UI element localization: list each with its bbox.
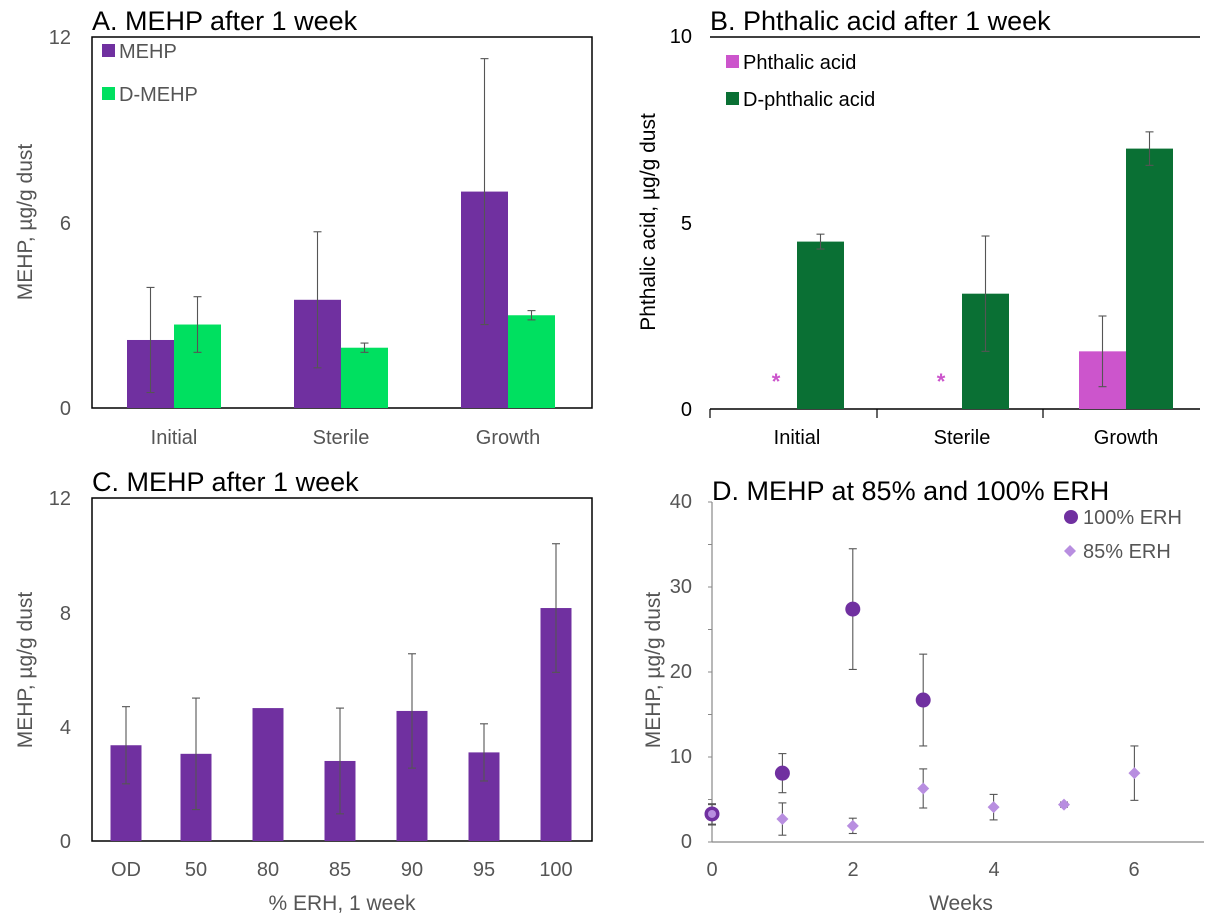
not-detected-asterisk: * — [937, 369, 946, 394]
panel-a-title: A. MEHP after 1 week — [92, 6, 358, 36]
panel-c-x-ticks: OD 50 80 85 90 95 100 — [111, 859, 573, 881]
panel-b-legend: Phthalic acid D-phthalic acid — [726, 52, 875, 111]
y-tick-label: 5 — [681, 213, 692, 235]
y-tick-label: 6 — [60, 213, 71, 235]
bar-mehp — [252, 708, 284, 841]
panel-c-title: C. MEHP after 1 week — [92, 467, 359, 497]
bar-d-mehp — [341, 347, 388, 408]
panel-c-y-ticks: 0 4 8 12 — [49, 488, 71, 853]
y-tick-label: 0 — [60, 398, 71, 420]
data-point-85-erh — [987, 801, 1000, 814]
y-tick-label: 20 — [670, 661, 692, 683]
y-tick-label: 30 — [670, 576, 692, 598]
legend-label-mehp: MEHP — [119, 41, 177, 63]
y-tick-label: 4 — [60, 717, 71, 739]
x-tick-label: OD — [111, 859, 141, 881]
chart-marks — [110, 58, 1173, 843]
x-tick-label: 50 — [185, 859, 207, 881]
data-point-100-erh — [915, 692, 931, 708]
bar-d-phthalic-acid — [797, 241, 844, 409]
data-point-100-erh — [845, 601, 861, 617]
panel-b-y-ticks: 0 5 10 — [670, 26, 692, 421]
legend-label-d-phthalic-acid: D-phthalic acid — [743, 89, 875, 111]
panel-d-title: D. MEHP at 85% and 100% ERH — [712, 476, 1109, 506]
legend-marker-100-erh — [1064, 510, 1078, 524]
x-tick-label: Initial — [774, 427, 821, 449]
panel-d-legend: 100% ERH 85% ERH — [1064, 507, 1182, 563]
x-tick-label: 95 — [473, 859, 495, 881]
legend-swatch-mehp — [102, 44, 115, 57]
panel-b-x-ticks: Initial Sterile Growth — [774, 427, 1159, 449]
panel-c-x-axis-label: % ERH, 1 week — [268, 892, 416, 915]
panel-b-chart: B. Phthalic acid after 1 week Phthalic a… — [637, 6, 1200, 449]
x-tick-label: Growth — [476, 427, 540, 449]
data-point-85-erh — [1058, 798, 1070, 811]
legend-label-phthalic-acid: Phthalic acid — [743, 52, 856, 74]
y-tick-label: 8 — [60, 603, 71, 625]
x-tick-label: Growth — [1094, 427, 1158, 449]
x-tick-label: 4 — [988, 859, 999, 881]
x-tick-label: 0 — [706, 859, 717, 881]
y-tick-label: 10 — [670, 26, 692, 48]
y-tick-label: 0 — [681, 831, 692, 853]
x-tick-label: 85 — [329, 859, 351, 881]
legend-label-85-erh: 85% ERH — [1083, 541, 1171, 563]
y-tick-label: 0 — [60, 831, 71, 853]
x-tick-label: Sterile — [313, 427, 370, 449]
x-tick-label: 100 — [539, 859, 572, 881]
x-tick-label: 90 — [401, 859, 423, 881]
y-tick-label: 0 — [681, 399, 692, 421]
not-detected-asterisk: * — [772, 369, 781, 394]
panel-c-y-axis-label: MEHP, µg/g dust — [14, 592, 37, 749]
legend-swatch-d-phthalic-acid — [726, 92, 739, 105]
x-tick-label: 2 — [847, 859, 858, 881]
y-tick-label: 40 — [670, 491, 692, 513]
data-point-85-erh — [917, 782, 930, 795]
panel-d-chart: D. MEHP at 85% and 100% ERH MEHP, µg/g d… — [642, 476, 1204, 915]
panel-a-y-axis-label: MEHP, µg/g dust — [14, 144, 37, 301]
legend-label-100-erh: 100% ERH — [1083, 507, 1182, 529]
panel-a-y-ticks: 0 6 12 — [49, 27, 71, 420]
x-tick-label: Sterile — [934, 427, 991, 449]
legend-swatch-phthalic-acid — [726, 55, 739, 68]
y-tick-label: 10 — [670, 746, 692, 768]
legend-marker-85-erh — [1064, 545, 1076, 557]
data-point-overlap — [708, 809, 716, 818]
legend-label-d-mehp: D-MEHP — [119, 84, 198, 106]
data-point-85-erh — [1128, 767, 1141, 780]
x-tick-label: Initial — [151, 427, 198, 449]
panel-a-legend: MEHP D-MEHP — [102, 41, 198, 106]
panel-d-x-ticks: 0 2 4 6 — [706, 859, 1139, 881]
panel-d-y-axis-label: MEHP, µg/g dust — [642, 592, 665, 749]
data-point-85-erh — [776, 813, 789, 826]
x-tick-label: 6 — [1128, 859, 1139, 881]
y-tick-label: 12 — [49, 27, 71, 49]
panel-d-y-ticks: 0 10 20 30 40 — [670, 491, 692, 853]
panel-d-x-axis-label: Weeks — [929, 892, 993, 915]
data-point-100-erh — [774, 765, 790, 781]
x-tick-label: 80 — [257, 859, 279, 881]
bar-d-phthalic-acid — [1126, 148, 1173, 409]
bar-d-mehp — [508, 315, 555, 408]
panel-a-chart: A. MEHP after 1 week MEHP, µg/g dust MEH… — [14, 6, 593, 449]
panel-b-y-axis-label: Phthalic acid, µg/g dust — [637, 113, 660, 331]
panel-b-title: B. Phthalic acid after 1 week — [710, 6, 1051, 36]
legend-swatch-d-mehp — [102, 87, 115, 100]
data-point-85-erh — [846, 819, 859, 832]
panel-a-x-ticks: Initial Sterile Growth — [151, 427, 541, 449]
y-tick-label: 12 — [49, 488, 71, 510]
panel-c-chart: C. MEHP after 1 week MEHP, µg/g dust % E… — [14, 467, 593, 915]
